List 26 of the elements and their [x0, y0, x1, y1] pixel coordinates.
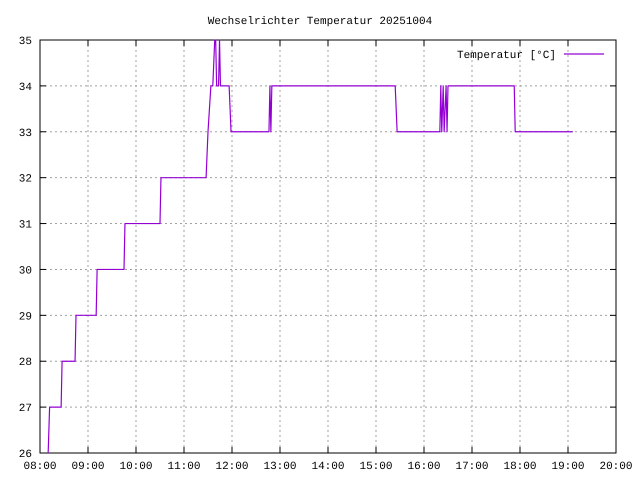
x-tick-label: 10:00 [119, 461, 153, 473]
y-tick-label: 27 [18, 403, 32, 416]
x-tick-label: 14:00 [311, 461, 345, 473]
x-tick-label: 17:00 [455, 461, 489, 473]
y-tick-label: 32 [18, 174, 32, 186]
y-tick-label: 30 [18, 265, 32, 278]
x-tick-label: 15:00 [359, 461, 393, 473]
x-tick-label: 08:00 [23, 461, 57, 473]
y-tick-label: 34 [18, 82, 32, 94]
x-tick-label: 19:00 [551, 461, 585, 473]
y-tick-label: 35 [18, 36, 32, 48]
x-tick-label: 16:00 [407, 461, 441, 473]
x-tick-label: 18:00 [503, 461, 537, 473]
x-tick-label: 12:00 [215, 461, 249, 473]
y-tick-label: 29 [18, 311, 32, 324]
y-tick-label: 31 [18, 220, 32, 232]
x-tick-label: 09:00 [71, 461, 105, 473]
y-tick-label: 26 [18, 449, 32, 461]
y-tick-label: 28 [18, 357, 32, 370]
y-tick-label: 33 [18, 128, 32, 140]
line-series [48, 39, 574, 454]
x-tick-label: 11:00 [167, 461, 201, 473]
chart-title: Wechselrichter Temperatur 20251004 [208, 16, 433, 28]
x-tick-label: 20:00 [599, 461, 633, 473]
legend-label: Temperatur [°C] [456, 50, 556, 62]
x-tick-label: 13:00 [263, 461, 297, 473]
